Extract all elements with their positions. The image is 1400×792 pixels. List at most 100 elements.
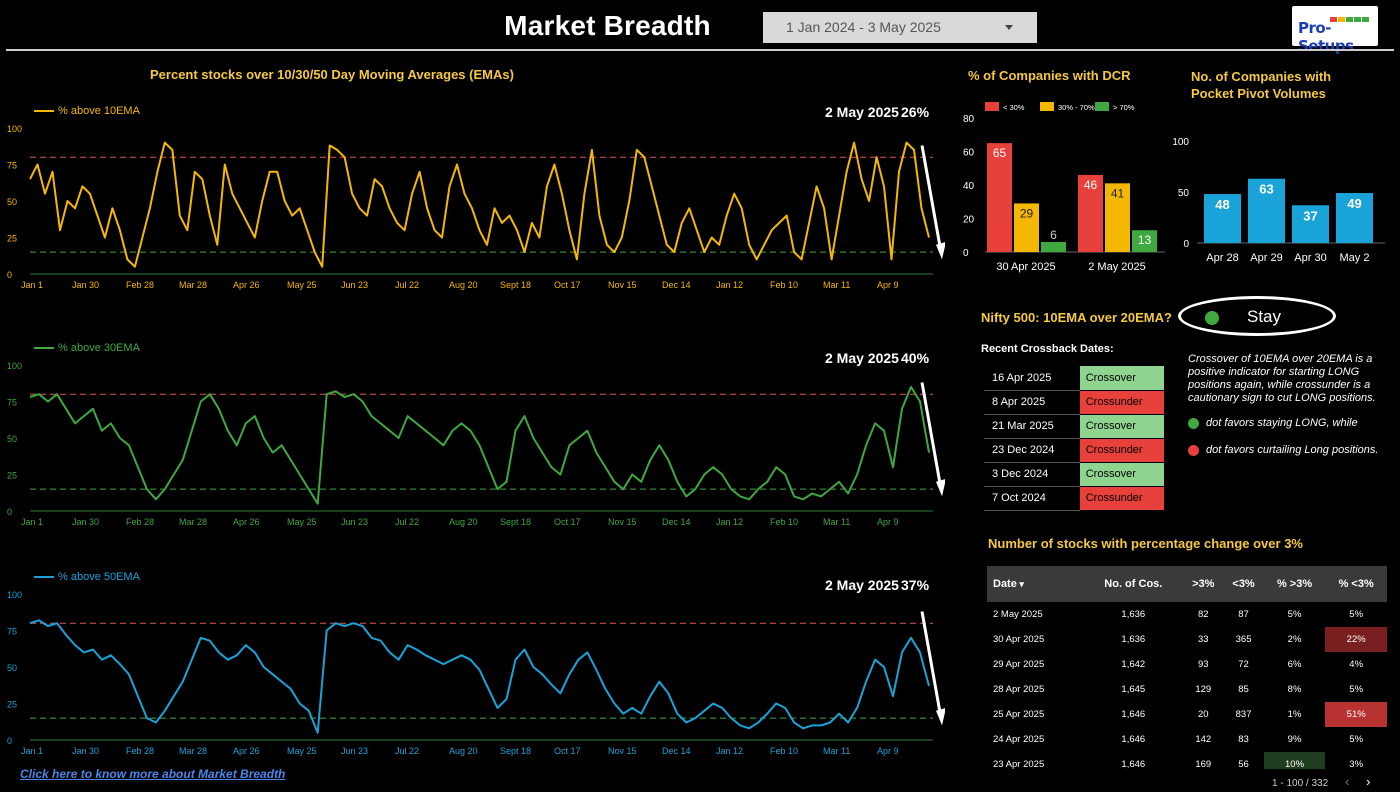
ema10-chart: % above 10EMA 2 May 2025 26% 0 25 50 75 100 J… (0, 100, 945, 300)
table-cell: 28 Apr 2025 (993, 684, 1045, 695)
ema30-chart: % above 30EMA 2 May 2025 40% 0 25 50 75 100 J… (0, 337, 945, 537)
change-table-viewport[interactable]: Date ▾ No. of Cos. >3% <3%% >3%% <3% 2 May … (987, 566, 1387, 769)
x-tick-label: Jan 1 (21, 517, 43, 527)
signal-ring: Stay (1178, 296, 1336, 336)
table-cell: 20 (1197, 709, 1209, 720)
table-cell: 1,636 (1121, 634, 1146, 645)
crossback-row: 7 Oct 2024 Crossunder (984, 486, 1164, 511)
crossback-signal: Crossover (1079, 366, 1164, 391)
y-tick-label: 100 (7, 361, 22, 371)
table-cell: 4% (1349, 659, 1364, 670)
ema30-pct-label: 40% (901, 350, 930, 366)
nifty-title: Nifty 500: 10EMA over 20EMA? (981, 310, 1172, 325)
dcr-bar-label: 6 (1050, 228, 1057, 242)
down-arrow-icon (920, 145, 943, 253)
x-tick-label: Jan 30 (72, 746, 99, 756)
x-tick-label: Jan 30 (72, 517, 99, 527)
legend-label: > 70% (1113, 103, 1135, 112)
ema30-legend: % above 30EMA (34, 342, 140, 354)
column-header[interactable]: >3% (1183, 566, 1224, 602)
table-row[interactable]: 30 Apr 2025 1,636 33 365 2% 22% (987, 627, 1387, 652)
x-tick-label: Apr 9 (877, 280, 899, 290)
table-cell: 83 (1238, 734, 1249, 745)
arrow-head-icon (936, 479, 945, 497)
crossback-signal: Crossunder (1079, 390, 1164, 415)
table-cell: 1,645 (1121, 684, 1146, 695)
table-cell: 10% (1263, 752, 1326, 769)
next-page-icon[interactable]: › (1366, 774, 1371, 789)
table-cell: 24 Apr 2025 (993, 734, 1045, 745)
dcr-bar (987, 143, 1012, 252)
x-tick-label: Jan 1 (21, 280, 43, 290)
dcr-bar-label: 46 (1084, 178, 1098, 192)
pocket-pivot-bar-label: 48 (1215, 197, 1229, 212)
crossback-table: 16 Apr 2025 Crossover 8 Apr 2025 Crossunder… (984, 366, 1164, 511)
date-range-picker[interactable]: 1 Jan 2024 - 3 May 2025 (763, 12, 1037, 43)
table-row[interactable]: 28 Apr 2025 1,645 129 85 8% 5% (987, 677, 1387, 702)
y-tick-label: 40 (963, 181, 975, 192)
change-table-title: Number of stocks with percentage change … (988, 536, 1303, 551)
ema30-legend-label: % above 30EMA (58, 342, 140, 354)
signal-text: Stay (1247, 307, 1282, 326)
change-table: Date ▾ No. of Cos. >3% <3%% >3%% <3% 2 May … (987, 566, 1387, 769)
column-header[interactable]: % <3% (1325, 566, 1387, 602)
table-cell: 2 May 2025 (993, 609, 1043, 620)
date-column-header[interactable]: Date ▾ (987, 566, 1084, 602)
pager-text: 1 - 100 / 332 (1272, 778, 1329, 789)
table-row[interactable]: 25 Apr 2025 1,646 20 837 1% 51% (987, 702, 1387, 727)
dcr-bar-label: 41 (1111, 186, 1125, 200)
sort-desc-icon: ▾ (1016, 579, 1024, 589)
table-cell: 8% (1287, 684, 1302, 695)
arrow-head-icon (936, 708, 945, 726)
ema50-date-label: 2 May 2025 (825, 577, 899, 593)
y-tick-label: 25 (7, 700, 17, 710)
crossback-date: 23 Dec 2024 (984, 438, 1080, 463)
x-tick-label: Sept 18 (500, 517, 531, 527)
header-divider (6, 49, 1394, 51)
table-cell: 51% (1325, 702, 1387, 727)
x-tick-label: Jan 12 (716, 746, 743, 756)
legend-swatch (1040, 102, 1054, 111)
crossback-date: 3 Dec 2024 (984, 462, 1080, 487)
x-tick-label: 30 Apr 2025 (996, 261, 1055, 273)
table-row[interactable]: 23 Apr 2025 1,646 169 56 10% 3% (987, 752, 1387, 769)
ema50-chart: % above 50EMA 2 May 2025 37% 0 25 50 75 100 J… (0, 566, 945, 766)
table-cell: 9% (1287, 734, 1302, 745)
x-tick-label: Oct 17 (554, 517, 581, 527)
prev-page-icon[interactable]: ‹ (1344, 774, 1350, 789)
y-tick-label: 25 (7, 471, 17, 481)
y-tick-label: 60 (963, 148, 975, 159)
note-main: Crossover of 10EMA over 20EMA is a posit… (1188, 353, 1376, 404)
note-green: dot favors staying LONG, while (1206, 417, 1358, 429)
x-tick-label: Mar 28 (179, 280, 207, 290)
legend-swatch (1095, 102, 1109, 111)
table-row[interactable]: 29 Apr 2025 1,642 93 72 6% 4% (987, 652, 1387, 677)
column-header[interactable]: No. of Cos. (1083, 566, 1184, 602)
x-tick-label: Oct 17 (554, 280, 581, 290)
ema10-plot: 0 25 50 75 100 Jan 1 Jan 30 Feb 28 Mar 28 Apr 26 M… (7, 124, 945, 290)
dcr-bar-label: 29 (1020, 206, 1034, 220)
table-row[interactable]: 2 May 2025 1,636 82 87 5% 5% (987, 602, 1387, 627)
x-tick-label: May 25 (287, 517, 317, 527)
x-tick-label: Feb 10 (770, 517, 798, 527)
y-tick-label: 0 (1183, 239, 1189, 250)
x-tick-label: Jun 23 (341, 746, 368, 756)
ema10-pct-label: 26% (901, 104, 930, 120)
table-row[interactable]: 24 Apr 2025 1,646 142 83 9% 5% (987, 727, 1387, 752)
dcr-title: % of Companies with DCR (968, 68, 1131, 83)
column-header[interactable]: <3% (1223, 566, 1264, 602)
x-tick-label: Aug 20 (449, 746, 478, 756)
crossback-signal: Crossover (1079, 414, 1164, 439)
crossback-row: 8 Apr 2025 Crossunder (984, 390, 1164, 415)
x-tick-label: Nov 15 (608, 746, 637, 756)
crossback-row: 21 Mar 2025 Crossover (984, 414, 1164, 439)
market-breadth-link[interactable]: Click here to know more about Market Bre… (20, 767, 286, 781)
logo[interactable]: Pro-Setups (1292, 6, 1378, 55)
x-tick-label: Mar 11 (823, 280, 850, 290)
y-tick-label: 50 (7, 197, 17, 207)
column-header[interactable]: % >3% (1263, 566, 1326, 602)
table-cell: 1,642 (1121, 659, 1146, 670)
legend-swatch (985, 102, 999, 111)
y-tick-label: 50 (1178, 188, 1190, 199)
logo-bars-icon (1330, 9, 1370, 27)
